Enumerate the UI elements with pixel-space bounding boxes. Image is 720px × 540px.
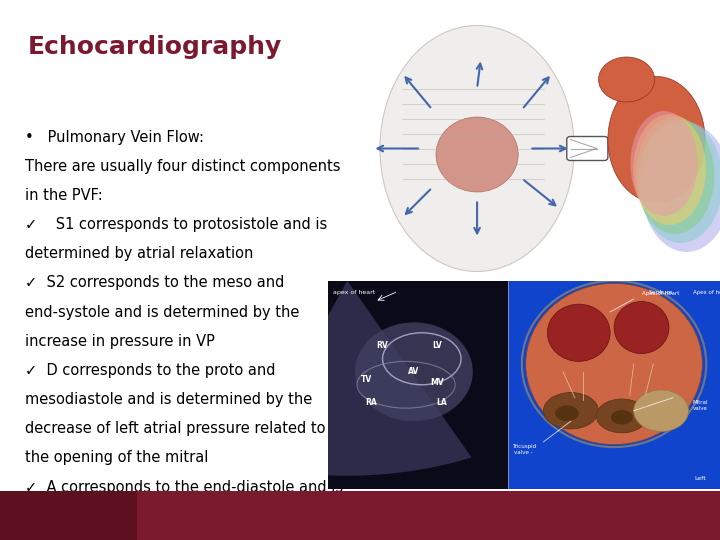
Wedge shape	[246, 281, 472, 476]
Ellipse shape	[608, 77, 705, 202]
Text: Left: Left	[695, 476, 706, 481]
Text: •   Pulmonary Vein Flow:: • Pulmonary Vein Flow:	[25, 130, 204, 145]
Text: ✓  D corresponds to the proto and: ✓ D corresponds to the proto and	[25, 363, 276, 378]
Ellipse shape	[355, 322, 473, 421]
Circle shape	[555, 406, 579, 421]
Ellipse shape	[639, 120, 720, 243]
Text: the opening of the mitral: the opening of the mitral	[25, 450, 209, 465]
Text: decrease of left atrial pressure related to: decrease of left atrial pressure related…	[25, 421, 325, 436]
Text: determined by atrial relaxation: determined by atrial relaxation	[25, 246, 253, 261]
Text: LA: LA	[436, 399, 447, 408]
Ellipse shape	[614, 301, 669, 354]
Bar	[0, 491, 720, 540]
Text: AV: AV	[408, 367, 420, 376]
Text: Echocardiography: Echocardiography	[27, 35, 282, 59]
Circle shape	[596, 399, 647, 433]
Text: ✓  A corresponds to the end-diastole and is: ✓ A corresponds to the end-diastole and …	[25, 480, 343, 495]
Text: in the PVF:: in the PVF:	[25, 188, 103, 203]
Text: ✓    S1 corresponds to protosistole and is: ✓ S1 corresponds to protosistole and is	[25, 217, 328, 232]
Ellipse shape	[630, 111, 698, 216]
Ellipse shape	[598, 57, 654, 102]
Text: ✓  S2 corresponds to the meso and: ✓ S2 corresponds to the meso and	[25, 275, 284, 291]
Ellipse shape	[633, 114, 706, 225]
Text: RV: RV	[377, 341, 388, 350]
Ellipse shape	[547, 304, 610, 361]
Bar	[0, 491, 137, 540]
Text: Mitral
valve: Mitral valve	[693, 400, 708, 411]
Circle shape	[544, 393, 598, 429]
Text: determined by atrial systole: determined by atrial systole	[25, 509, 251, 524]
Ellipse shape	[642, 123, 720, 252]
Circle shape	[611, 410, 633, 424]
Ellipse shape	[526, 284, 702, 444]
Text: apex of heart: apex of heart	[333, 290, 376, 295]
Text: RA: RA	[365, 399, 377, 408]
FancyBboxPatch shape	[567, 137, 608, 160]
Text: MV: MV	[431, 377, 444, 387]
Text: TV: TV	[361, 375, 372, 384]
Text: There are usually four distinct components: There are usually four distinct componen…	[25, 159, 341, 174]
Text: mesodiastole and is determined by the: mesodiastole and is determined by the	[25, 392, 312, 407]
Text: end-systole and is determined by the: end-systole and is determined by the	[25, 305, 300, 320]
Text: Apex of heart: Apex of heart	[642, 291, 680, 296]
Text: Tricuspid
valve -: Tricuspid valve -	[512, 444, 536, 455]
Ellipse shape	[634, 390, 688, 431]
Text: LV: LV	[433, 341, 442, 350]
Text: Septum: Septum	[649, 290, 673, 295]
Text: increase in pressure in VP: increase in pressure in VP	[25, 334, 215, 349]
Bar	[508, 281, 720, 489]
Ellipse shape	[380, 25, 575, 272]
Ellipse shape	[636, 117, 714, 234]
Text: Apex of heart: Apex of heart	[693, 290, 720, 295]
Bar	[328, 281, 508, 489]
Ellipse shape	[436, 117, 518, 192]
